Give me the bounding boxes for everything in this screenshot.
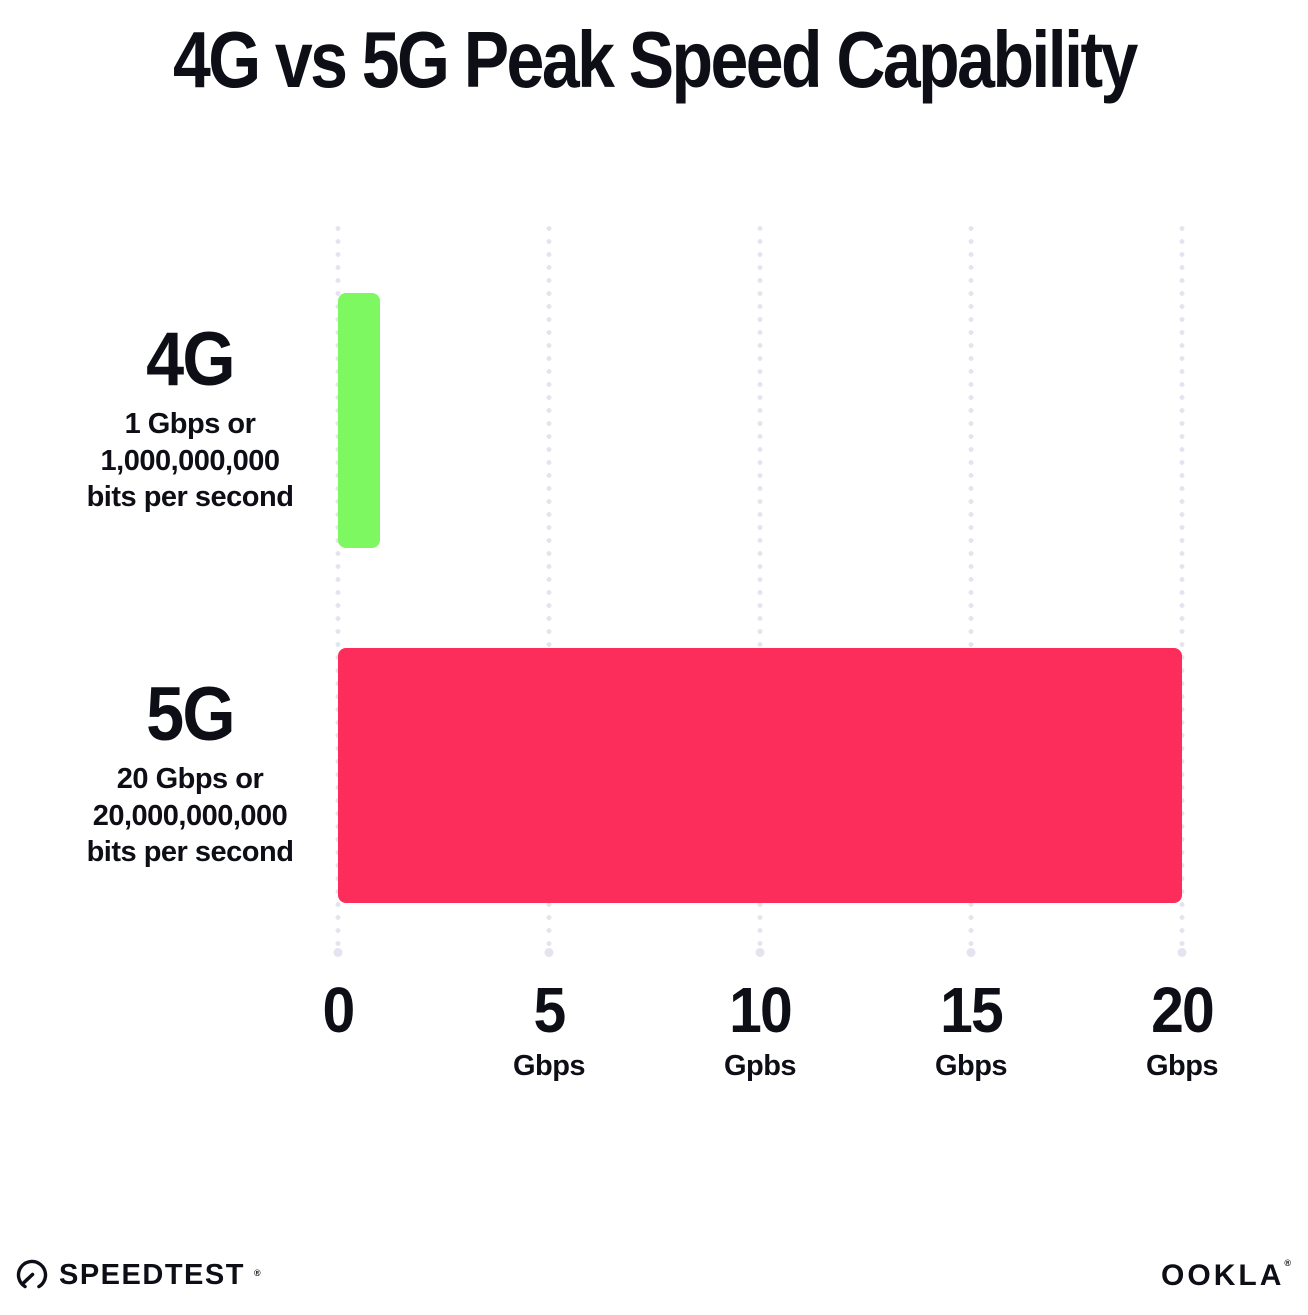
category-description-line: 20 Gbps or [116, 763, 264, 795]
gridline [333, 222, 343, 957]
category-name: 4G [146, 317, 235, 402]
speedtest-trademark: ® [253, 1268, 261, 1278]
x-tick-value: 5 [533, 974, 567, 1046]
chart-title: 4G vs 5G Peak Speed Capability [172, 15, 1138, 104]
category-description-line: 1 Gbps or [124, 408, 256, 440]
x-tick-5: 5 Gbps [512, 974, 586, 1082]
category-description-line: 20,000,000,000 [92, 799, 288, 832]
gridline [755, 222, 765, 957]
plot-area [333, 222, 1187, 957]
x-tick-value: 20 [1151, 974, 1215, 1046]
gridline [1177, 222, 1187, 957]
bars-layer [338, 222, 1182, 955]
ookla-logo: OOKLA® [1161, 1258, 1294, 1292]
gridline-end-dot [966, 948, 976, 957]
x-tick-unit: Gbps [934, 1050, 1008, 1082]
gridline-end-dot [333, 948, 343, 957]
category-name: 5G [146, 672, 235, 757]
speedtest-logo: SPEEDTEST ® [14, 1257, 261, 1293]
category-description: 20 Gbps or 20,000,000,000 bits per second [30, 761, 350, 871]
ookla-trademark: ® [1284, 1258, 1294, 1268]
x-tick-20: 20 Gbps [1145, 974, 1219, 1082]
row-label-4g: 4G 1 Gbps or 1,000,000,000 bits per second [30, 322, 350, 516]
x-tick-value: 0 [322, 974, 356, 1046]
x-tick-unit: Gbps [512, 1050, 586, 1082]
gridline-end-dot [755, 948, 765, 957]
bar-4g [338, 293, 381, 548]
gridline-end-dot [1177, 948, 1187, 957]
category-description: 1 Gbps or 1,000,000,000 bits per second [30, 406, 350, 516]
x-tick-10: 10 Gpbs [723, 974, 797, 1082]
x-tick-15: 15 Gbps [934, 974, 1008, 1082]
gridline [966, 222, 976, 957]
category-description-line: bits per second [86, 481, 294, 514]
row-label-5g: 5G 20 Gbps or 20,000,000,000 bits per secon… [30, 677, 350, 871]
x-tick-value: 15 [940, 974, 1004, 1046]
speedtest-wordmark: SPEEDTEST [59, 1258, 245, 1291]
x-tick-unit: Gbps [1145, 1050, 1219, 1082]
x-axis: 0 5 Gbps 10 Gpbs 15 Gbps 20 Gbps [323, 974, 1219, 1098]
gridline-end-dot [544, 948, 554, 957]
ookla-wordmark: OOKLA [1161, 1259, 1285, 1292]
title-bar: 4G vs 5G Peak Speed Capability [0, 20, 1308, 100]
x-tick-value: 10 [729, 974, 793, 1046]
gridline [544, 222, 554, 957]
category-description-line: bits per second [86, 836, 294, 869]
speedtest-gauge-icon [16, 1259, 48, 1291]
bar-5g [338, 648, 1182, 903]
category-description-line: 1,000,000,000 [100, 444, 280, 477]
x-tick-0: 0 [321, 974, 356, 1046]
x-tick-unit: Gpbs [723, 1050, 797, 1082]
